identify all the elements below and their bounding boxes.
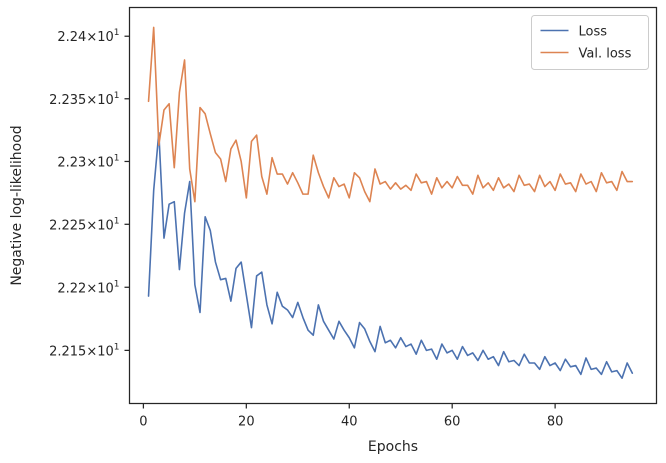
y-tick-label: 2.215×101 xyxy=(49,342,119,359)
y-tick-base: 10 xyxy=(97,93,114,108)
legend-label: Loss xyxy=(579,25,608,40)
series-lines xyxy=(147,26,634,379)
legend-label: Val. loss xyxy=(579,47,632,62)
y-axis-label: Negative log-likelihood xyxy=(9,125,25,285)
y-tick-exponent: 1 xyxy=(114,91,120,101)
y-tick-mantissa: 2.225 xyxy=(49,218,86,233)
y-tick-times: × xyxy=(86,93,97,108)
x-tick-label: 60 xyxy=(444,415,461,430)
y-tick-mantissa: 2.24 xyxy=(57,30,86,45)
x-tick-label: 0 xyxy=(139,415,147,430)
plot-frame xyxy=(128,6,658,405)
legend-box xyxy=(531,15,649,70)
y-tick-label: 2.23×101 xyxy=(57,153,119,170)
y-tick-base: 10 xyxy=(97,344,114,359)
y-tick-times: × xyxy=(86,155,97,170)
y-tick-base: 10 xyxy=(97,155,114,170)
y-tick-mantissa: 2.235 xyxy=(49,93,86,108)
y-tick-mantissa: 2.215 xyxy=(49,344,86,359)
y-tick-times: × xyxy=(86,30,97,45)
x-axis-label: Epochs xyxy=(368,439,418,455)
x-axis: 0 20 40 60 80 xyxy=(139,403,564,430)
y-tick-exponent: 1 xyxy=(114,153,120,163)
legend: Loss Val. loss xyxy=(531,15,649,70)
y-tick-times: × xyxy=(86,344,97,359)
x-tick-label: 80 xyxy=(547,415,564,430)
series-line-val-loss xyxy=(147,26,634,203)
y-tick-mantissa: 2.23 xyxy=(57,155,86,170)
y-tick-mantissa: 2.22 xyxy=(57,281,86,296)
y-tick-label: 2.22×101 xyxy=(57,279,119,296)
y-tick-times: × xyxy=(86,281,97,296)
y-tick-base: 10 xyxy=(97,218,114,233)
y-axis: 2.215×1012.22×1012.225×1012.23×1012.235×… xyxy=(49,28,130,359)
series-line-loss xyxy=(147,131,634,379)
y-tick-exponent: 1 xyxy=(114,279,120,289)
y-tick-label: 2.24×101 xyxy=(57,28,119,45)
x-tick-label: 20 xyxy=(238,415,255,430)
y-tick-exponent: 1 xyxy=(114,342,120,352)
y-tick-exponent: 1 xyxy=(114,28,120,38)
y-tick-times: × xyxy=(86,218,97,233)
y-tick-base: 10 xyxy=(97,30,114,45)
x-tick-label: 40 xyxy=(341,415,358,430)
y-tick-base: 10 xyxy=(97,281,114,296)
y-tick-label: 2.225×101 xyxy=(49,216,119,233)
y-tick-exponent: 1 xyxy=(114,216,120,226)
y-tick-label: 2.235×101 xyxy=(49,91,119,108)
